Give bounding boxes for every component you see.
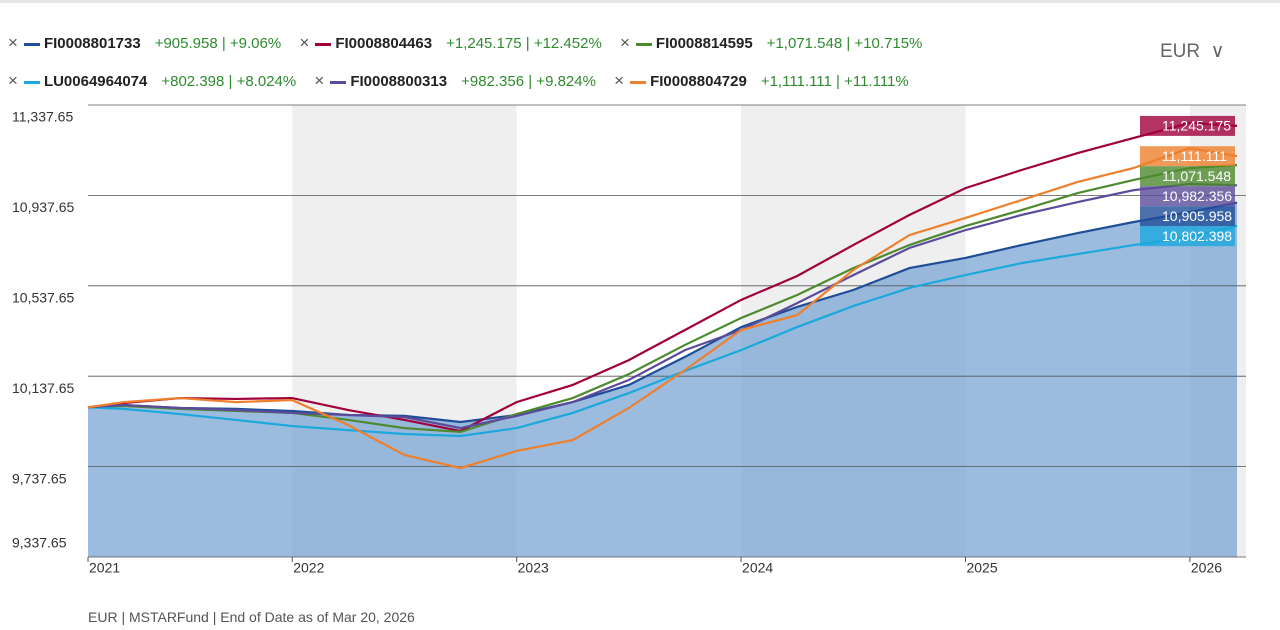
legend-swatch (315, 42, 332, 46)
end-label-box (1140, 226, 1235, 247)
end-label: 11,111.111 (1162, 148, 1227, 164)
end-label: 10,982.356 (1162, 188, 1232, 204)
remove-button[interactable]: × (314, 71, 325, 90)
end-label: 11,071.548 (1162, 168, 1231, 184)
chart: 9,337.65 9,737.65 10,137.65 10,537.65 10,937… (12, 104, 1246, 576)
end-label-box (1140, 186, 1235, 207)
end-label-box (1140, 206, 1235, 227)
legend-swatch (23, 42, 40, 46)
series-line (87, 146, 1238, 470)
legend-swatch (635, 42, 652, 46)
legend-entry: × FI0008804729 (614, 71, 747, 90)
series-line (87, 121, 1238, 433)
series-line (87, 224, 1238, 438)
legend-entry: × LU0064964074 (8, 71, 148, 90)
currency-dropdown[interactable]: EUR ∨ (1160, 41, 1225, 62)
legend-change: +905.958 | +9.06% (154, 35, 282, 52)
legend-swatch (23, 80, 40, 84)
end-label-box (1140, 146, 1235, 167)
end-label: 10,905.958 (1162, 208, 1232, 224)
series-line (87, 201, 1238, 424)
end-label: 10,802.398 (1162, 228, 1232, 244)
end-label-box (1140, 115, 1235, 136)
end-label-box (1140, 166, 1235, 187)
remove-button[interactable]: × (614, 71, 625, 90)
x-tick-label: 2021 (89, 560, 120, 576)
legend: × FI0008801733 +905.958 | +9.06% × FI000880… (8, 24, 1148, 100)
legend-swatch (630, 80, 647, 84)
legend-name: FI0008804729 (650, 73, 747, 90)
end-label: 11,245.175 (1162, 118, 1231, 134)
y-tick-label: 10,937.65 (12, 199, 74, 215)
y-tick-label: 11,337.65 (12, 109, 73, 125)
footnote: EUR | MSTARFund | End of Date as of Mar … (88, 609, 415, 625)
legend-swatch (330, 80, 347, 84)
legend-change: +1,245.175 | +12.452% (446, 35, 602, 52)
remove-button[interactable]: × (8, 33, 18, 52)
legend-change: +802.398 | +8.024% (161, 73, 297, 90)
remove-button[interactable]: × (8, 71, 18, 90)
legend-change: +982.356 | +9.824% (461, 73, 596, 90)
y-tick-label: 9,337.65 (12, 535, 67, 551)
x-tick-label: 2022 (293, 560, 324, 576)
legend-name: FI0008804463 (335, 35, 433, 52)
series-line (87, 182, 1238, 430)
x-tick-label: 2024 (742, 560, 773, 576)
legend-name: FI0008801733 (43, 35, 141, 52)
y-tick-label: 9,737.65 (12, 470, 67, 486)
y-tick-label: 10,537.65 (12, 290, 74, 306)
legend-name: FI0008814595 (655, 35, 753, 52)
legend-change: +1,111.111 | +11.111% (760, 73, 909, 90)
top-bar (0, 0, 1280, 3)
currency: EUR (1160, 41, 1201, 62)
x-tick-label: 2025 (966, 560, 997, 576)
legend-change: +1,071.548 | +10.715% (766, 35, 923, 52)
legend-name: LU0064964074 (43, 73, 148, 90)
x-tick-label: 2023 (518, 560, 549, 576)
remove-button[interactable]: × (619, 33, 630, 52)
legend-entry: × FI0008804463 (299, 33, 433, 52)
legend-entry: × FI0008801733 (8, 33, 141, 52)
y-tick-label: 10,137.65 (12, 380, 74, 396)
legend-entry: × FI0008814595 (619, 33, 753, 52)
legend-name: FI0008800313 (350, 73, 448, 90)
x-tick-label: 2026 (1191, 560, 1222, 576)
remove-button[interactable]: × (299, 33, 310, 52)
legend-entry: × FI0008800313 (314, 71, 448, 90)
